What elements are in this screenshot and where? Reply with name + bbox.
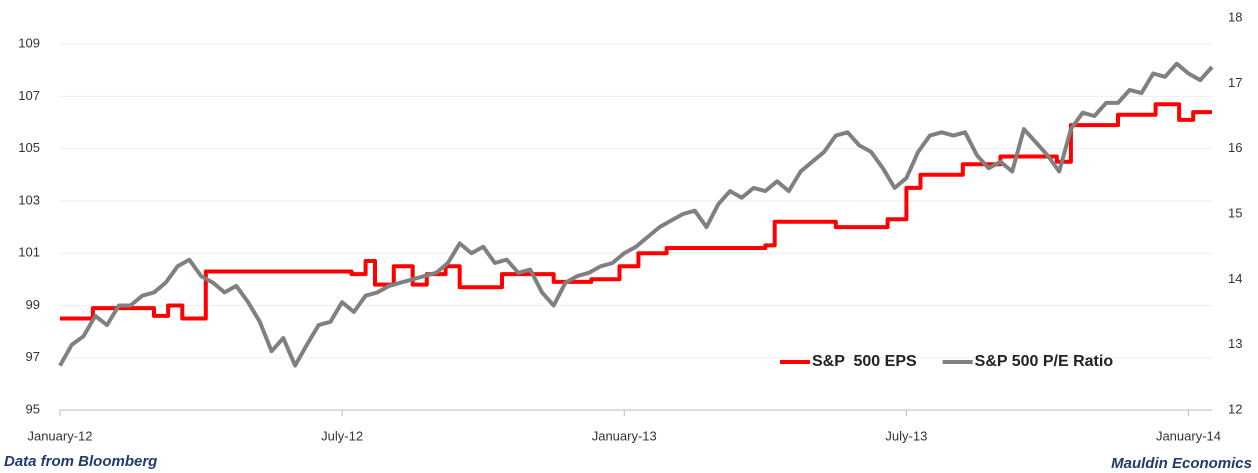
- x-tick-label: January-13: [592, 428, 657, 443]
- y-tick-label: 99: [26, 297, 40, 312]
- legend-label: S&P 500 EPS: [812, 353, 917, 370]
- y2-tick-label: 17: [1228, 75, 1242, 90]
- y2-tick-label: 15: [1228, 205, 1242, 220]
- y2-tick-label: 13: [1228, 336, 1242, 351]
- publisher-note: Mauldin Economics: [1111, 455, 1252, 472]
- y-tick-label: 95: [26, 401, 40, 416]
- series-line: [58, 61, 1214, 368]
- y2-tick-label: 14: [1228, 271, 1242, 286]
- y2-tick-label: 12: [1228, 401, 1242, 416]
- legend-label: S&P 500 P/E Ratio: [975, 353, 1114, 370]
- y-tick-label: 103: [18, 192, 40, 207]
- y-tick-label: 101: [18, 245, 40, 260]
- y-tick-label: 107: [18, 88, 40, 103]
- x-tick-label: January-12: [27, 428, 92, 443]
- x-tick-label: July-13: [885, 428, 927, 443]
- x-tick-label: July-12: [321, 428, 363, 443]
- y2-tick-label: 18: [1228, 9, 1242, 24]
- y-tick-label: 109: [18, 36, 40, 51]
- y2-tick-label: 16: [1228, 140, 1242, 155]
- series-line: [60, 102, 1212, 321]
- y-tick-label: 105: [18, 140, 40, 155]
- y-tick-label: 97: [26, 349, 40, 364]
- x-tick-label: January-14: [1156, 428, 1221, 443]
- source-note: Data from Bloomberg: [4, 453, 157, 470]
